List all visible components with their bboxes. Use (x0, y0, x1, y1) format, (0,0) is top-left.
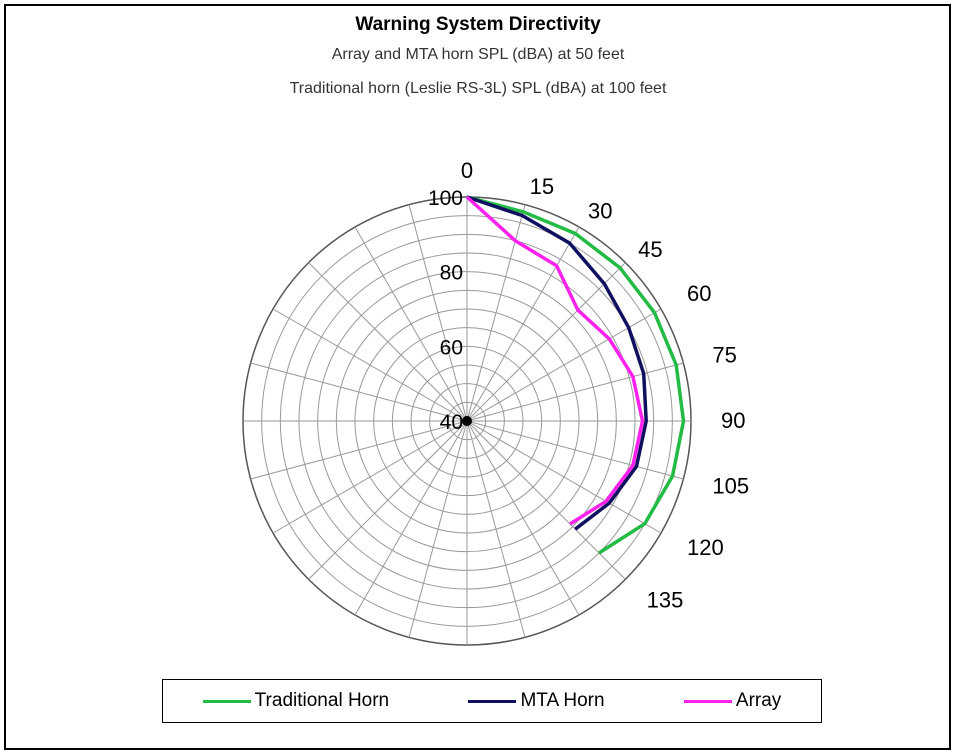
center-dot (462, 416, 472, 426)
legend-label-traditional-horn: Traditional Horn (254, 690, 390, 711)
angle-tick-label: 45 (638, 237, 662, 262)
chart-subtitle-traditional: Traditional horn (Leslie RS-3L) SPL (dBA… (289, 80, 667, 97)
angle-tick-label: 90 (721, 408, 745, 433)
angular-gridline (466, 262, 626, 422)
angular-gridline (466, 420, 580, 616)
angular-gridline (466, 420, 662, 534)
radial-tick-label: 100 (428, 187, 463, 210)
series-line-mta-horn (466, 195, 648, 531)
legend: Traditional Horn MTA Horn Array (162, 679, 822, 723)
angular-gridline (354, 420, 468, 616)
angle-tick-label: 75 (712, 342, 736, 367)
angle-tick-label: 120 (687, 535, 724, 560)
angle-tick-label: 30 (588, 198, 612, 223)
angular-gridline (308, 262, 468, 422)
legend-swatch-traditional-horn (202, 699, 251, 703)
legend-item-mta-horn: MTA Horn (468, 690, 605, 712)
angular-gridline (250, 362, 468, 422)
chart-subtitle-array-mta: Array and MTA horn SPL (dBA) at 50 feet (331, 46, 625, 63)
angular-gridline (250, 420, 468, 480)
angle-tick-label: 0 (461, 158, 473, 183)
legend-label-mta-horn: MTA Horn (520, 690, 605, 711)
angular-gridline (466, 420, 684, 480)
angular-gridline (466, 420, 626, 580)
legend-swatch-array (683, 699, 732, 703)
angle-tick-label: 105 (712, 474, 749, 499)
legend-item-traditional-horn: Traditional Horn (202, 690, 390, 712)
angular-gridline (308, 420, 468, 580)
angle-tick-label: 15 (530, 174, 554, 199)
angle-tick-label: 60 (687, 281, 711, 306)
angular-gridline (466, 362, 684, 422)
angle-tick-label: 135 (647, 588, 684, 613)
angular-gridline (466, 226, 580, 422)
angular-gridline (408, 204, 468, 422)
angular-gridline (466, 308, 662, 422)
series-line-array (465, 195, 645, 526)
angular-gridline (272, 420, 468, 534)
legend-item-array: Array (683, 690, 782, 712)
chart-title: Warning System Directivity (355, 14, 601, 35)
legend-swatch-mta-horn (468, 699, 517, 703)
radial-tick-label: 60 (440, 336, 463, 359)
angular-gridline (272, 308, 468, 422)
series-line-traditional-horn (466, 195, 686, 555)
angular-gridline (408, 420, 468, 638)
radial-tick-label: 80 (440, 262, 463, 285)
angular-gridline (466, 420, 526, 638)
angular-gridline (354, 226, 468, 422)
legend-label-array: Array (735, 690, 782, 711)
radial-tick-label: 40 (440, 411, 463, 434)
